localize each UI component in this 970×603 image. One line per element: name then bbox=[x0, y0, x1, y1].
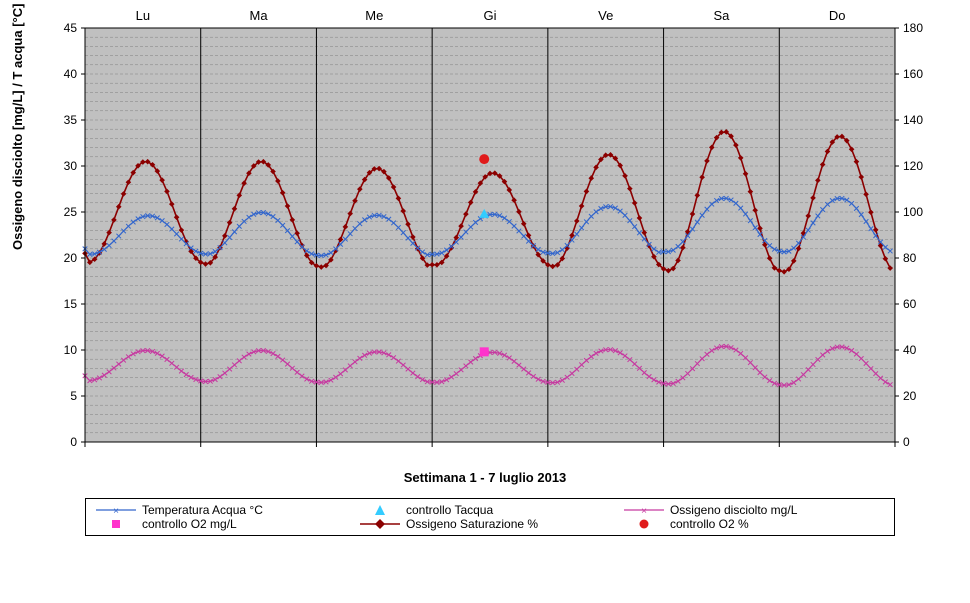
svg-text:20: 20 bbox=[903, 389, 917, 403]
legend-label: Ossigeno disciolto mg/L bbox=[670, 503, 797, 517]
svg-text:15: 15 bbox=[64, 297, 78, 311]
svg-text:×: × bbox=[641, 506, 647, 516]
svg-text:45: 45 bbox=[64, 21, 78, 35]
svg-text:Sa: Sa bbox=[713, 8, 730, 23]
svg-text:×: × bbox=[113, 506, 119, 516]
legend-label: controllo O2 % bbox=[670, 517, 749, 531]
svg-text:25: 25 bbox=[64, 205, 78, 219]
legend-label: Temperatura Acqua °C bbox=[142, 503, 263, 517]
svg-text:80: 80 bbox=[903, 251, 917, 265]
legend-item-ct: controllo Tacqua bbox=[360, 503, 620, 517]
svg-text:100: 100 bbox=[903, 205, 923, 219]
svg-text:140: 140 bbox=[903, 113, 923, 127]
x-axis-caption: Settimana 1 - 7 luglio 2013 bbox=[0, 470, 970, 485]
svg-text:35: 35 bbox=[64, 113, 78, 127]
svg-text:Ve: Ve bbox=[598, 8, 613, 23]
svg-text:0: 0 bbox=[70, 435, 77, 449]
legend-item-co2pct: controllo O2 % bbox=[624, 517, 884, 531]
legend-item-o2sat: Ossigeno Saturazione % bbox=[360, 517, 620, 531]
legend-item-temp: × Temperatura Acqua °C bbox=[96, 503, 356, 517]
svg-text:Me: Me bbox=[365, 8, 383, 23]
svg-text:10: 10 bbox=[64, 343, 78, 357]
legend: × Temperatura Acqua °C controllo Tacqua … bbox=[85, 498, 895, 536]
svg-text:60: 60 bbox=[903, 297, 917, 311]
legend-item-co2mgl: controllo O2 mg/L bbox=[96, 517, 356, 531]
legend-label: Ossigeno Saturazione % bbox=[406, 517, 538, 531]
svg-text:120: 120 bbox=[903, 159, 923, 173]
chart-container: 0 5 10 15 20 25 30 35 40 45 0 20 40 60 80 100 120 140 160 1… bbox=[0, 0, 970, 603]
svg-text:5: 5 bbox=[70, 389, 77, 403]
legend-label: controllo Tacqua bbox=[406, 503, 493, 517]
svg-text:30: 30 bbox=[64, 159, 78, 173]
svg-text:Do: Do bbox=[829, 8, 846, 23]
svg-text:40: 40 bbox=[903, 343, 917, 357]
svg-text:180: 180 bbox=[903, 21, 923, 35]
svg-text:Ma: Ma bbox=[250, 8, 269, 23]
y-axis-left-label: Ossigeno disciolto [mg/L] / T acqua [°C] bbox=[10, 4, 25, 250]
svg-text:Lu: Lu bbox=[136, 8, 150, 23]
svg-text:40: 40 bbox=[64, 67, 78, 81]
svg-text:20: 20 bbox=[64, 251, 78, 265]
svg-text:160: 160 bbox=[903, 67, 923, 81]
svg-text:Gi: Gi bbox=[484, 8, 497, 23]
legend-item-o2mgl: × Ossigeno disciolto mg/L bbox=[624, 503, 884, 517]
legend-label: controllo O2 mg/L bbox=[142, 517, 237, 531]
svg-text:0: 0 bbox=[903, 435, 910, 449]
